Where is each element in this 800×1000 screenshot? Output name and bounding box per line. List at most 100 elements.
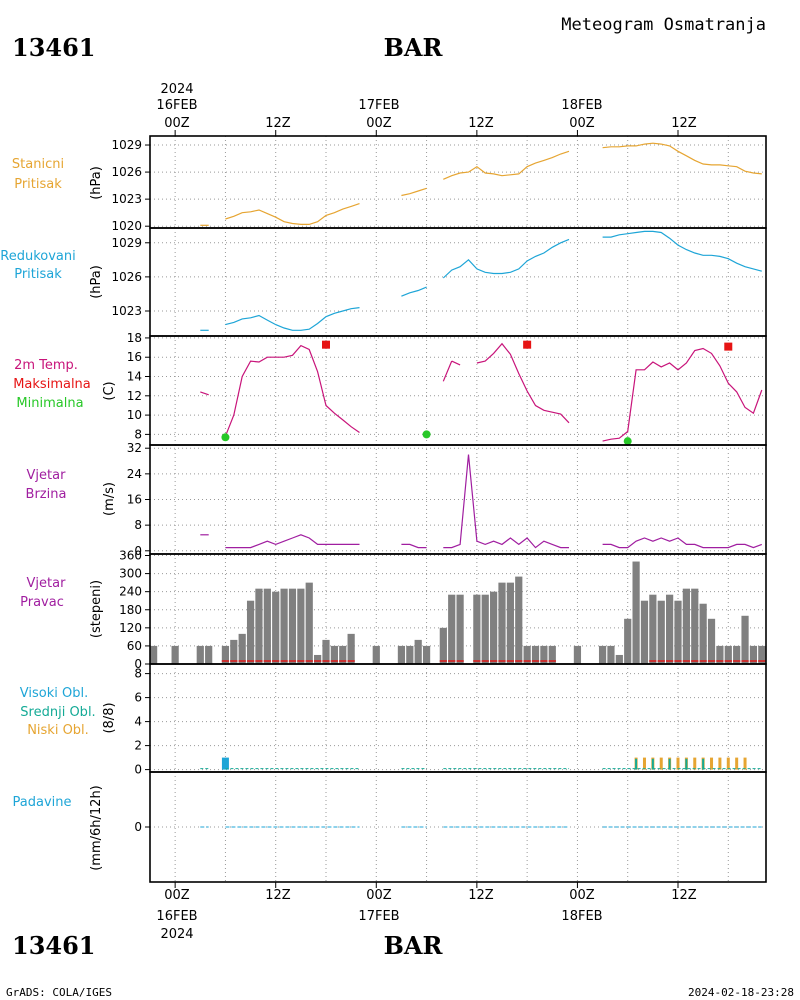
reduced-pressure-line-segment: [602, 230, 762, 272]
reduced-pressure-line-segment: [401, 286, 427, 297]
station-pressure-line-segment: [401, 187, 427, 197]
wind-calm-mark: [255, 660, 263, 662]
wind-direction-bar: [699, 603, 707, 664]
wind-direction-bar: [531, 645, 540, 664]
clouds-panel-frame: [149, 663, 767, 773]
wind-direction-bar: [314, 654, 322, 664]
wind-calm-mark: [540, 660, 548, 662]
panel-frames: [149, 130, 767, 888]
hour-label-bottom-5: 00Z: [569, 888, 595, 903]
cloud-bar: [743, 757, 747, 770]
wind-direction-bar: [741, 615, 749, 664]
clouds-ytick-label: 4: [134, 715, 142, 729]
wind-calm-mark: [548, 660, 556, 662]
wind-calm-mark: [314, 660, 322, 662]
cloud-bar: [718, 757, 722, 770]
wind-direction-bar: [263, 588, 271, 664]
wind-direction-bar: [221, 645, 230, 664]
wind-direction-bar: [272, 591, 280, 664]
wind-direction-bar: [607, 645, 615, 664]
wind-direction-bar: [288, 588, 297, 664]
wind-direction-bar: [473, 594, 481, 664]
hour-label-top-5: 00Z: [569, 116, 595, 131]
clouds-ytick-label: 2: [134, 739, 142, 753]
y-tick-labels: 1020102310261029102310261029810121416180…: [111, 138, 150, 834]
wind-calm-mark: [305, 660, 313, 662]
wind-calm-mark: [439, 660, 447, 662]
temperature-line-segment: [476, 342, 570, 424]
wind-calm-mark: [297, 660, 305, 662]
temperature-ytick-label: 14: [127, 370, 142, 384]
wind-speed-unit: (m/s): [102, 482, 117, 516]
wind-speed-line-segment: [602, 537, 763, 549]
pressure-panel-frame: [149, 135, 767, 229]
wind-calm-mark: [263, 660, 271, 662]
clouds-ytick-label: 6: [134, 691, 142, 705]
pressure-ytick-label: 1026: [111, 165, 142, 179]
precipitation-unit: (mm/6h/12h): [89, 785, 104, 871]
day-label-top-3: 18FEB: [561, 98, 602, 113]
wind_speed-ytick-label: 8: [134, 518, 142, 532]
bottom-time-axis: 00Z 12Z 00Z 12Z 00Z 12Z 16FEB 17FEB 18FE…: [156, 888, 696, 942]
day-label-top-1: 16FEB: [156, 98, 197, 113]
reduced_pressure-ytick-label: 1023: [111, 304, 142, 318]
wind-speed-line-segment: [401, 543, 427, 549]
hour-label-top-2: 12Z: [265, 116, 291, 131]
wind-direction-bar: [523, 645, 531, 664]
wind_direction-ytick-label: 300: [119, 567, 142, 581]
wind-direction-bar: [439, 627, 447, 664]
wind-calm-mark: [649, 660, 657, 662]
wind-calm-mark: [330, 660, 338, 662]
reduced-pressure-label-line-1: Redukovani: [0, 249, 75, 264]
wind-direction-bar: [540, 645, 548, 664]
wind-calm-mark: [473, 660, 481, 662]
wind-direction-bar: [598, 645, 607, 664]
wind-calm-mark: [347, 660, 355, 662]
wind-direction-bar: [406, 645, 414, 664]
wind-direction-bar: [657, 600, 665, 664]
year-label-bottom: 2024: [160, 927, 193, 942]
wind-direction-bar: [448, 594, 456, 664]
cloud-bar: [702, 758, 705, 770]
wind-direction-bar: [733, 645, 741, 664]
wind-direction-bar: [498, 582, 506, 664]
wind_speed-ytick-label: 0: [134, 544, 142, 558]
wind-calm-mark: [490, 660, 498, 662]
wind-calm-mark: [741, 660, 749, 662]
wind-calm-mark: [707, 660, 716, 662]
wind_direction-ytick-label: 60: [127, 639, 142, 653]
temperature-ytick-label: 18: [127, 331, 142, 345]
clouds-unit: (8/8): [102, 702, 117, 733]
wind-direction-bar: [330, 645, 338, 664]
wind-direction-bar: [724, 645, 732, 664]
cloud-bar: [693, 757, 697, 770]
cloud-bar: [659, 757, 663, 770]
temperature-line-segment: [442, 360, 453, 382]
wind-calm-mark: [506, 660, 514, 662]
wind-direction-bar: [255, 588, 263, 664]
cloud-bar: [685, 758, 688, 770]
wind-calm-mark: [221, 660, 230, 662]
wind-direction-bar: [171, 645, 179, 664]
wind-direction-bar: [573, 645, 582, 664]
wind-direction-bar: [758, 645, 766, 664]
wind-direction-bar: [297, 588, 305, 664]
temperature-line-segment: [200, 391, 209, 396]
reduced_pressure-ytick-label: 1029: [111, 236, 142, 250]
temperature-label-line-1: 2m Temp.: [14, 358, 78, 373]
wind-direction-bar: [632, 561, 640, 664]
wind-calm-mark: [674, 660, 682, 662]
wind_direction-ytick-label: 360: [119, 549, 142, 563]
unit-labels: (hPa) (hPa) (C) (m/s) (stepeni) (8/8) (m…: [89, 166, 117, 871]
station-name-top: BAR: [384, 33, 444, 62]
temperature-max-marker: [724, 342, 733, 351]
wind-direction-bar: [615, 654, 623, 664]
precipitation-label: Padavine: [13, 795, 72, 810]
temperature-ytick-label: 16: [127, 350, 142, 364]
wind-calm-mark: [272, 660, 280, 662]
wind-direction-bar: [230, 639, 238, 664]
pressure-label-line-2: Pritisak: [14, 177, 62, 192]
wind-direction-bar: [205, 645, 213, 664]
wind-direction-bar: [414, 639, 422, 664]
wind-calm-mark: [657, 660, 665, 662]
